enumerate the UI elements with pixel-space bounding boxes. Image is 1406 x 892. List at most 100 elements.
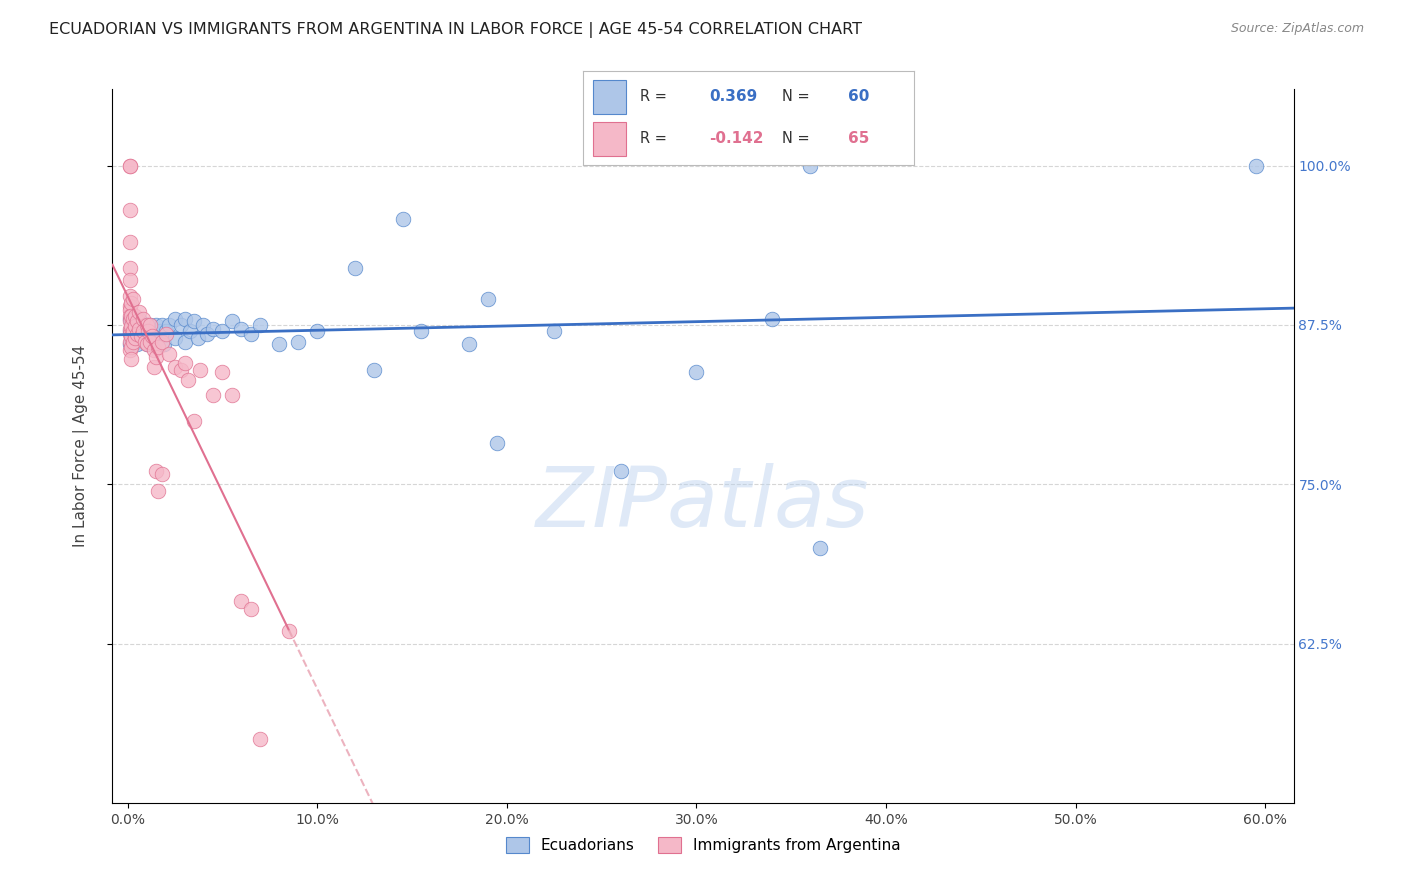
- Point: [120, 329, 142, 343]
- Point: [173, 334, 195, 349]
- Point: [799, 159, 821, 173]
- Point: [173, 311, 195, 326]
- Point: [145, 350, 167, 364]
- Point: [177, 373, 200, 387]
- Text: N =: N =: [782, 89, 814, 104]
- Point: [609, 465, 631, 479]
- Point: [145, 465, 167, 479]
- Point: [188, 362, 211, 376]
- Point: [1244, 159, 1267, 173]
- Point: [150, 334, 173, 349]
- Point: [761, 311, 783, 326]
- Point: [132, 311, 155, 326]
- Point: [124, 324, 146, 338]
- Text: 0.369: 0.369: [709, 89, 758, 104]
- Point: [120, 319, 142, 334]
- Text: Source: ZipAtlas.com: Source: ZipAtlas.com: [1230, 22, 1364, 36]
- Point: [118, 260, 141, 275]
- Point: [128, 311, 150, 326]
- Legend: Ecuadorians, Immigrants from Argentina: Ecuadorians, Immigrants from Argentina: [499, 831, 907, 859]
- Point: [221, 314, 243, 328]
- Point: [163, 359, 186, 374]
- Point: [170, 318, 193, 332]
- Point: [391, 212, 413, 227]
- Point: [170, 362, 193, 376]
- Point: [129, 318, 152, 332]
- Point: [138, 324, 160, 338]
- Point: [287, 334, 309, 349]
- Point: [118, 302, 141, 317]
- Point: [141, 329, 163, 343]
- Point: [146, 340, 169, 354]
- Point: [127, 314, 149, 328]
- Point: [149, 324, 172, 338]
- Point: [344, 260, 367, 275]
- Point: [138, 324, 160, 338]
- Point: [118, 273, 141, 287]
- Point: [118, 337, 141, 351]
- Point: [239, 326, 262, 341]
- Point: [120, 331, 142, 345]
- Point: [183, 413, 205, 427]
- Point: [118, 322, 141, 336]
- Point: [146, 331, 169, 345]
- Point: [118, 288, 141, 302]
- Point: [150, 318, 173, 332]
- Point: [120, 340, 142, 354]
- Point: [163, 311, 186, 326]
- Point: [221, 388, 243, 402]
- Point: [122, 324, 145, 338]
- Point: [128, 322, 150, 336]
- Text: 60: 60: [848, 89, 869, 104]
- Point: [135, 337, 157, 351]
- Point: [135, 318, 157, 332]
- Point: [129, 329, 152, 343]
- Point: [239, 602, 262, 616]
- Point: [457, 337, 479, 351]
- Text: ECUADORIAN VS IMMIGRANTS FROM ARGENTINA IN LABOR FORCE | AGE 45-54 CORRELATION C: ECUADORIAN VS IMMIGRANTS FROM ARGENTINA …: [49, 22, 862, 38]
- Point: [122, 311, 145, 326]
- Point: [143, 359, 166, 374]
- Point: [277, 624, 299, 638]
- Point: [486, 436, 509, 450]
- Point: [124, 309, 146, 323]
- Point: [363, 362, 385, 376]
- Point: [143, 343, 166, 358]
- Point: [127, 318, 149, 332]
- Point: [139, 318, 162, 332]
- Point: [201, 388, 224, 402]
- Point: [122, 337, 145, 351]
- Text: 65: 65: [848, 131, 869, 146]
- Y-axis label: In Labor Force | Age 45-54: In Labor Force | Age 45-54: [73, 345, 89, 547]
- Point: [118, 159, 141, 173]
- Point: [152, 337, 174, 351]
- Point: [118, 334, 141, 349]
- Point: [249, 732, 271, 747]
- Point: [118, 326, 141, 341]
- Point: [307, 324, 329, 338]
- Point: [141, 331, 163, 345]
- Point: [193, 318, 215, 332]
- Point: [118, 299, 141, 313]
- Point: [135, 337, 157, 351]
- Point: [146, 483, 169, 498]
- Point: [269, 337, 291, 351]
- Point: [211, 365, 233, 379]
- Text: ZIPatlas: ZIPatlas: [536, 463, 870, 543]
- Text: R =: R =: [640, 89, 671, 104]
- Point: [134, 331, 156, 345]
- Point: [120, 352, 142, 367]
- Point: [163, 331, 186, 345]
- Point: [118, 311, 141, 326]
- Text: R =: R =: [640, 131, 671, 146]
- Point: [145, 318, 167, 332]
- Point: [127, 337, 149, 351]
- Text: -0.142: -0.142: [709, 131, 763, 146]
- Point: [157, 347, 180, 361]
- Point: [808, 541, 831, 555]
- Point: [118, 159, 141, 173]
- Point: [122, 293, 145, 307]
- Point: [211, 324, 233, 338]
- Point: [157, 318, 180, 332]
- Point: [132, 324, 155, 338]
